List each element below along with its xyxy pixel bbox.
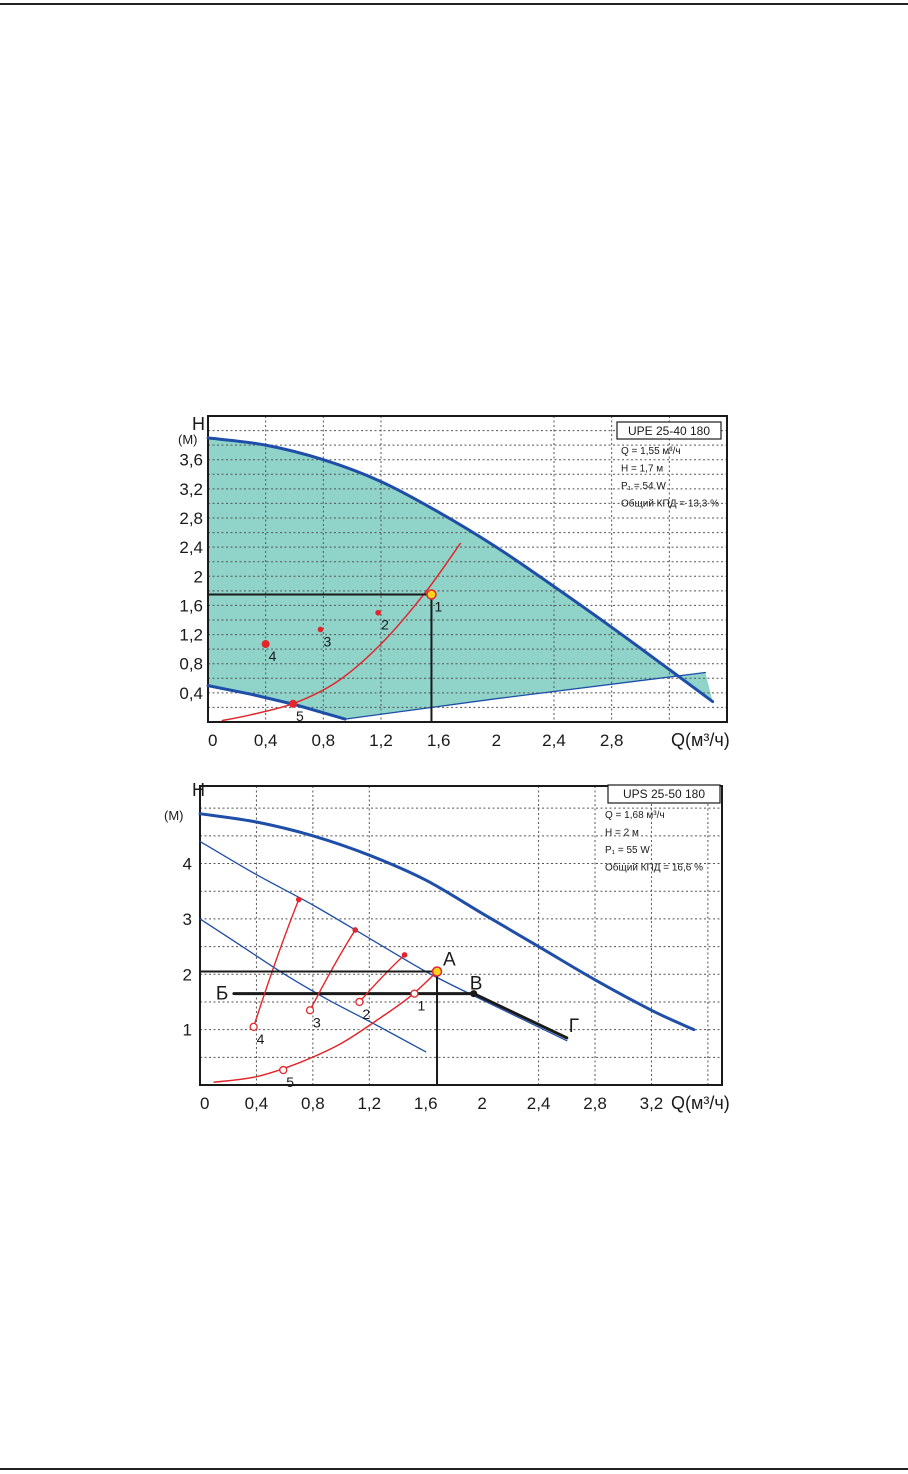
info-line: Q = 1,55 м³/ч	[621, 446, 681, 457]
data-point	[289, 699, 298, 708]
x-tick-label: 3,2	[640, 1094, 664, 1113]
open-point	[249, 1022, 258, 1032]
info-line: Q = 1,68 м³/ч	[605, 810, 665, 821]
x-tick-label: 2,8	[583, 1094, 607, 1113]
series-speed-1	[199, 918, 427, 1053]
grid-1	[200, 786, 722, 1085]
open-point	[305, 1006, 315, 1015]
branch-curve	[309, 929, 356, 1011]
y-tick-label: 2	[194, 567, 203, 586]
info-line: H = 2 м	[605, 828, 639, 839]
x-tick-label: 0,8	[301, 1094, 325, 1113]
point-label: 1	[417, 998, 425, 1014]
point-label: 2	[362, 1006, 370, 1022]
info-line: Общий КПД = 16,6 %	[605, 862, 703, 874]
data-point	[261, 640, 270, 649]
y-tick-label: 2,4	[179, 538, 203, 557]
series-speed-3	[198, 812, 696, 1032]
model-label: UPE 25-40 180	[628, 424, 710, 438]
open-point	[279, 1065, 288, 1075]
y-axis-label: H	[192, 414, 205, 434]
y-tick-label: 4	[183, 855, 192, 874]
plot-frame-0	[207, 415, 728, 723]
open-point	[410, 989, 419, 998]
point-label: 3	[313, 1014, 321, 1030]
operating-point	[431, 966, 443, 977]
model-label: UPS 25-50 180	[623, 787, 705, 801]
series-line-VG	[472, 992, 569, 1040]
x-axis-label: Q(м³/ч)	[671, 730, 730, 750]
data-point	[295, 896, 302, 903]
data-point	[352, 927, 358, 933]
y-tick-label: 0,8	[179, 655, 203, 674]
data-point	[375, 609, 381, 616]
info-line: P₁ = 54 W	[621, 481, 666, 492]
x-tick-label: 1,2	[369, 731, 393, 750]
y-tick-label: 3,2	[179, 480, 203, 499]
marker-label: Б	[216, 984, 228, 1005]
y-tick-label: 0,4	[179, 684, 203, 703]
x-tick-label: 0,8	[312, 731, 336, 750]
data-point	[317, 626, 324, 633]
x-tick-label: 0	[200, 1094, 209, 1113]
model-box	[607, 784, 721, 804]
marker-label: Г	[569, 1016, 579, 1037]
info-line: P₁ = 55 W	[605, 845, 650, 856]
y-tick-label: 3,6	[179, 451, 203, 470]
marker-label: В	[470, 974, 483, 995]
point-label: 5	[296, 708, 304, 724]
y-axis-unit: (М)	[164, 808, 184, 823]
page-bottom-rule	[0, 1468, 908, 1470]
info-line: Общий КПД = 13,3 %	[621, 498, 719, 510]
x-tick-label: 1,6	[414, 1094, 438, 1113]
x-tick-label: 2,4	[542, 731, 566, 750]
branch-curve	[252, 899, 300, 1028]
x-tick-label: 2	[477, 1094, 486, 1113]
y-axis-unit: (М)	[178, 432, 198, 447]
junction-point	[470, 990, 478, 998]
data-point	[401, 952, 408, 958]
x-tick-label: 0,4	[254, 731, 278, 750]
y-tick-label: 1,2	[179, 626, 203, 645]
x-tick-label: 2,8	[600, 731, 624, 750]
x-tick-label: 1,6	[427, 731, 451, 750]
series-min-curve	[206, 684, 347, 721]
operating-point	[426, 589, 437, 600]
x-axis-label: Q(м³/ч)	[671, 1093, 730, 1113]
info-line: H = 1,7 м	[621, 464, 663, 475]
open-point	[355, 997, 364, 1007]
x-tick-label: 1,2	[357, 1094, 381, 1113]
y-tick-label: 2,8	[179, 509, 203, 528]
marker-label: А	[443, 949, 456, 970]
y-tick-label: 3	[183, 910, 192, 929]
x-tick-label: 2,4	[527, 1094, 551, 1113]
point-label: 3	[323, 633, 331, 649]
point-label: 4	[269, 648, 277, 664]
point-label: 4	[257, 1031, 265, 1047]
grid-0	[208, 416, 727, 722]
series-system-curve	[213, 970, 438, 1083]
x-tick-label: 0	[208, 731, 217, 750]
point-label: 1	[434, 599, 442, 615]
y-axis-label: H	[192, 780, 205, 800]
x-tick-label: 0,4	[245, 1094, 269, 1113]
series-max-curve	[206, 436, 715, 704]
plot-frame-1	[199, 785, 723, 1086]
point-label: 2	[381, 617, 389, 633]
x-tick-label: 2	[492, 731, 501, 750]
y-tick-label: 1	[183, 1021, 192, 1040]
page-top-rule	[0, 3, 908, 5]
point-label: 5	[286, 1074, 294, 1090]
series-min-right-curve	[344, 671, 707, 720]
y-tick-label: 2	[183, 965, 192, 984]
branch-curve	[358, 954, 406, 1003]
model-box	[616, 421, 722, 440]
y-tick-label: 1,6	[179, 596, 203, 615]
series-speed-2	[199, 840, 568, 1042]
